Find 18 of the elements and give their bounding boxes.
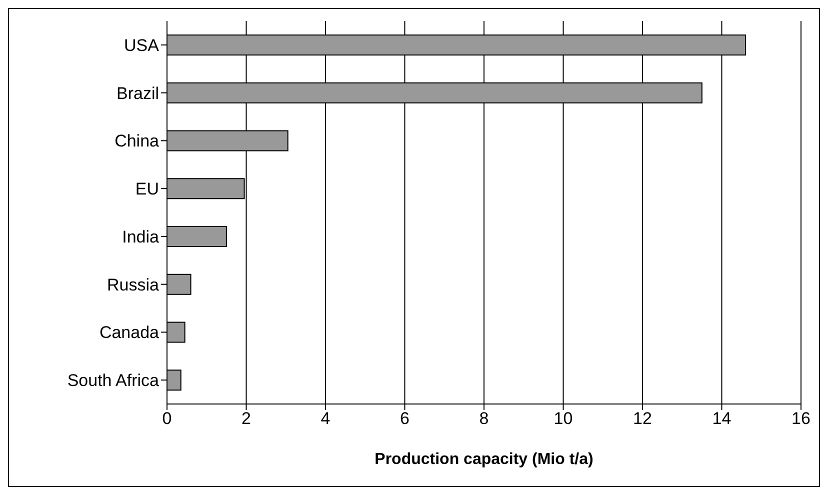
- x-tick-label: 14: [712, 409, 732, 428]
- y-tick-label: India: [122, 227, 160, 246]
- y-tick-label: EU: [135, 180, 159, 199]
- x-tick-label: 6: [400, 409, 410, 428]
- x-tick-label: 2: [242, 409, 251, 428]
- x-tick-label: 8: [479, 409, 489, 428]
- x-tick-label: 4: [320, 409, 330, 428]
- y-tick-label: Canada: [99, 323, 160, 342]
- x-tick-label: 10: [554, 409, 573, 428]
- x-tick-label: 16: [792, 409, 810, 428]
- y-tick-label: China: [114, 132, 160, 151]
- y-tick-label: USA: [124, 36, 160, 55]
- y-tick-label: Russia: [107, 275, 160, 294]
- x-axis-title: Production capacity (Mio t/a): [374, 451, 594, 468]
- x-tick-label: 0: [162, 409, 172, 428]
- y-tick-label: Brazil: [116, 84, 159, 103]
- x-tick-label: 12: [633, 409, 652, 428]
- y-tick-label: South Africa: [67, 371, 160, 390]
